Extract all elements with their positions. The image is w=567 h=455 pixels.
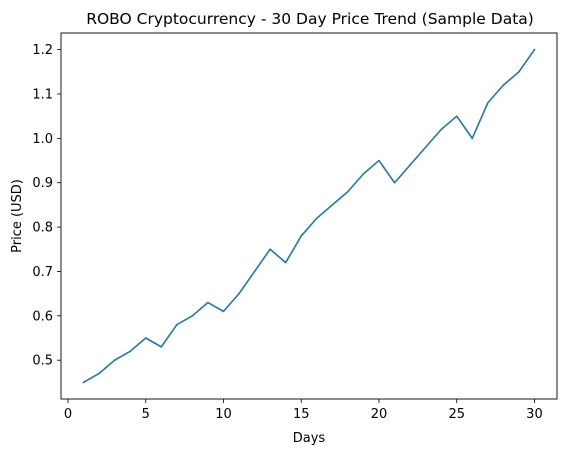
data-point bbox=[487, 102, 489, 104]
data-point bbox=[222, 310, 225, 313]
data-point bbox=[347, 190, 349, 193]
data-point bbox=[378, 159, 380, 162]
y-tick-label: 0.7 bbox=[32, 265, 53, 280]
data-point bbox=[533, 48, 536, 51]
data-point bbox=[331, 204, 334, 206]
data-point bbox=[269, 248, 271, 251]
x-tick-label: 30 bbox=[526, 407, 543, 422]
data-point bbox=[518, 71, 520, 73]
data-point bbox=[160, 346, 163, 348]
data-point bbox=[98, 372, 100, 375]
x-axis: 0 5 10 15 20 25 30 bbox=[64, 399, 543, 422]
data-point bbox=[238, 292, 240, 295]
data-point bbox=[113, 359, 116, 361]
plot-frame bbox=[60, 32, 558, 400]
y-tick-label: 0.8 bbox=[32, 221, 53, 236]
data-point bbox=[82, 381, 85, 384]
x-tick-label: 5 bbox=[142, 407, 150, 422]
data-point bbox=[300, 235, 303, 237]
data-point bbox=[176, 323, 178, 326]
data-point bbox=[253, 270, 256, 273]
y-tick-label: 1.2 bbox=[32, 43, 53, 58]
data-point bbox=[393, 181, 396, 184]
data-point bbox=[424, 146, 427, 149]
data-point bbox=[455, 115, 458, 117]
y-tick-label: 1.1 bbox=[32, 88, 53, 103]
y-axis-label: Price (USD) bbox=[10, 179, 25, 253]
data-point bbox=[191, 315, 194, 317]
series-layer bbox=[82, 48, 536, 384]
data-point bbox=[502, 84, 505, 86]
x-tick-label: 15 bbox=[293, 407, 310, 422]
y-tick-label: 0.5 bbox=[32, 354, 53, 369]
price-series-line bbox=[82, 48, 536, 384]
chart-title: ROBO Cryptocurrency - 30 Day Price Trend… bbox=[86, 10, 534, 28]
x-tick-label: 20 bbox=[371, 407, 388, 422]
data-point bbox=[362, 173, 365, 175]
data-point bbox=[471, 137, 474, 140]
data-point bbox=[129, 350, 131, 353]
y-tick-label: 1.0 bbox=[32, 132, 53, 147]
data-point bbox=[315, 217, 318, 220]
data-point bbox=[284, 261, 287, 264]
y-tick-label: 0.6 bbox=[32, 309, 53, 324]
x-tick-label: 10 bbox=[215, 407, 232, 422]
plot-area bbox=[60, 32, 558, 400]
y-axis: 0.5 0.6 0.7 0.8 0.9 1.0 1.1 1.2 bbox=[32, 43, 61, 369]
x-tick-label: 0 bbox=[64, 407, 72, 422]
data-point bbox=[409, 164, 411, 166]
y-tick-label: 0.9 bbox=[32, 176, 53, 191]
data-point bbox=[207, 301, 209, 304]
x-axis-label: Days bbox=[293, 431, 326, 446]
data-point bbox=[144, 337, 147, 339]
x-tick-label: 25 bbox=[448, 407, 465, 422]
data-point bbox=[440, 128, 442, 131]
